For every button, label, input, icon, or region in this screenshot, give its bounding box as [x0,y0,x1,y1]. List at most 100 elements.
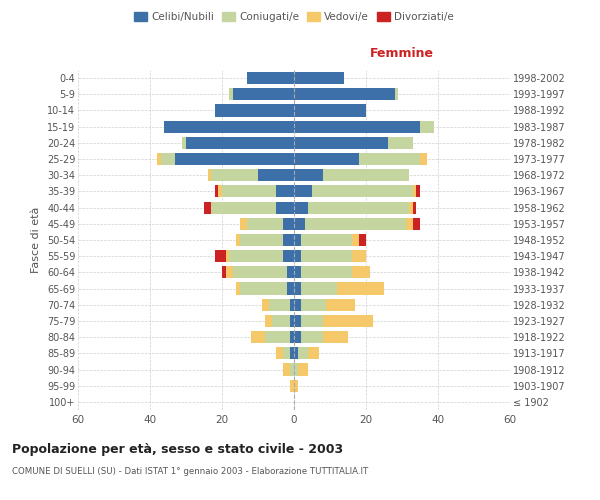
Bar [283,234,294,246]
Bar [182,137,186,149]
Bar [175,153,294,165]
Bar [222,266,226,278]
Bar [312,186,413,198]
Bar [323,315,373,327]
Bar [236,282,240,294]
Bar [294,202,308,213]
Bar [208,169,211,181]
Bar [301,250,352,262]
Bar [211,169,258,181]
Y-axis label: Fasce di età: Fasce di età [31,207,41,273]
Bar [247,72,294,84]
Bar [287,282,294,294]
Bar [283,348,290,360]
Bar [276,202,294,213]
Bar [359,153,420,165]
Bar [298,364,308,376]
Bar [218,186,222,198]
Bar [413,202,416,213]
Bar [294,364,298,376]
Bar [251,331,265,343]
Bar [301,234,352,246]
Bar [305,218,406,230]
Bar [240,218,247,230]
Bar [233,88,294,101]
Bar [215,104,294,117]
Bar [211,202,276,213]
Bar [276,186,294,198]
Bar [287,266,294,278]
Bar [326,298,355,311]
Bar [294,380,298,392]
Bar [359,234,366,246]
Bar [240,234,283,246]
Bar [164,120,294,132]
Bar [294,250,301,262]
Bar [294,348,298,360]
Bar [294,88,395,101]
Bar [413,186,416,198]
Bar [388,137,413,149]
Bar [247,218,283,230]
Bar [308,202,409,213]
Bar [222,186,276,198]
Bar [301,331,323,343]
Bar [283,218,294,230]
Text: Popolazione per età, sesso e stato civile - 2003: Popolazione per età, sesso e stato civil… [12,442,343,456]
Bar [294,104,366,117]
Bar [301,315,323,327]
Bar [420,120,434,132]
Bar [290,380,294,392]
Bar [337,282,384,294]
Bar [240,282,287,294]
Bar [406,218,413,230]
Bar [308,348,319,360]
Bar [294,169,323,181]
Bar [186,137,294,149]
Bar [294,218,305,230]
Bar [395,88,398,101]
Bar [290,298,294,311]
Bar [294,120,420,132]
Text: COMUNE DI SUELLI (SU) - Dati ISTAT 1° gennaio 2003 - Elaborazione TUTTITALIA.IT: COMUNE DI SUELLI (SU) - Dati ISTAT 1° ge… [12,468,368,476]
Bar [301,266,352,278]
Bar [226,250,229,262]
Bar [204,202,211,213]
Bar [290,315,294,327]
Bar [233,266,287,278]
Bar [265,331,290,343]
Bar [416,186,420,198]
Bar [290,348,294,360]
Text: Femmine: Femmine [370,47,434,60]
Bar [229,250,283,262]
Bar [269,298,290,311]
Bar [298,348,308,360]
Bar [301,282,337,294]
Bar [290,364,294,376]
Bar [294,153,359,165]
Bar [294,186,312,198]
Bar [226,266,233,278]
Bar [229,88,233,101]
Bar [420,153,427,165]
Bar [161,153,175,165]
Bar [276,348,283,360]
Bar [272,315,290,327]
Bar [352,266,370,278]
Bar [294,282,301,294]
Bar [236,234,240,246]
Bar [294,266,301,278]
Bar [352,250,366,262]
Bar [413,218,420,230]
Bar [265,315,272,327]
Bar [294,72,344,84]
Bar [323,169,409,181]
Bar [283,364,290,376]
Bar [301,298,326,311]
Bar [323,331,348,343]
Bar [290,331,294,343]
Bar [215,250,226,262]
Legend: Celibi/Nubili, Coniugati/e, Vedovi/e, Divorziati/e: Celibi/Nubili, Coniugati/e, Vedovi/e, Di… [130,8,458,26]
Bar [294,331,301,343]
Bar [294,298,301,311]
